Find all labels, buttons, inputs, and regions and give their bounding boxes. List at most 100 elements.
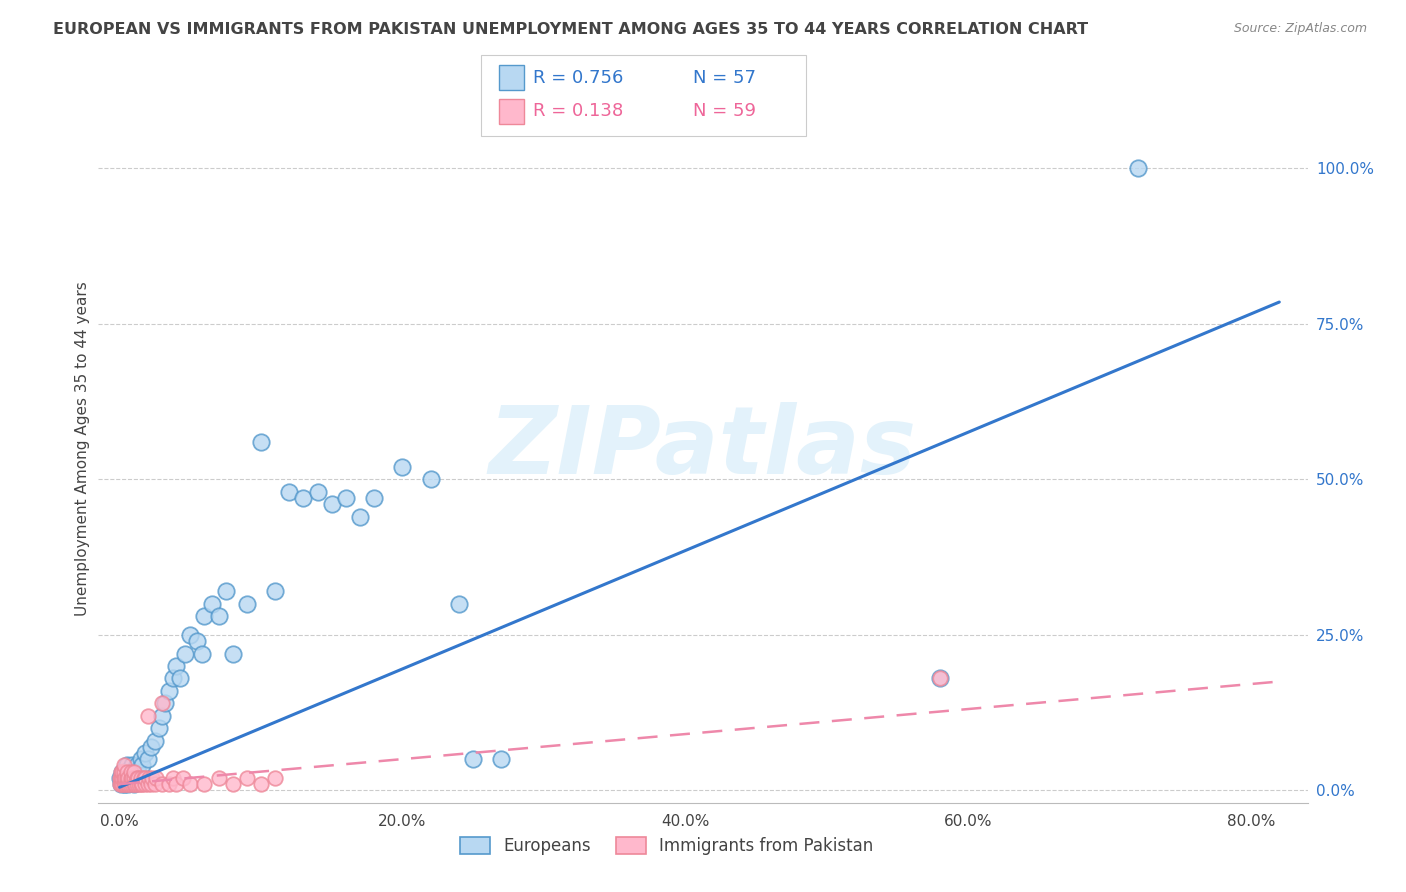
Point xyxy=(193,609,215,624)
Point xyxy=(115,771,138,785)
Point xyxy=(112,771,135,785)
Point xyxy=(115,771,138,785)
Point xyxy=(236,597,259,611)
Point xyxy=(419,472,441,486)
Point xyxy=(114,771,136,785)
Point xyxy=(136,777,159,791)
Point xyxy=(363,491,385,505)
Point xyxy=(150,777,173,791)
Point xyxy=(264,584,287,599)
Point xyxy=(145,771,167,785)
Text: ZIPatlas: ZIPatlas xyxy=(489,402,917,494)
Point xyxy=(491,752,513,766)
Point xyxy=(157,683,180,698)
Point xyxy=(118,764,141,779)
Point xyxy=(193,777,215,791)
Text: N = 57: N = 57 xyxy=(693,69,756,87)
Point xyxy=(112,777,135,791)
Point xyxy=(128,777,150,791)
Point xyxy=(150,708,173,723)
Point xyxy=(236,771,259,785)
Point xyxy=(122,764,145,779)
Point xyxy=(114,777,136,791)
Point xyxy=(169,672,191,686)
Point xyxy=(122,777,145,791)
Point xyxy=(120,771,142,785)
Point xyxy=(110,777,132,791)
Point xyxy=(250,777,273,791)
Point xyxy=(117,777,139,791)
Text: R = 0.138: R = 0.138 xyxy=(533,103,623,120)
Point xyxy=(117,777,139,791)
Text: R = 0.756: R = 0.756 xyxy=(533,69,623,87)
Point xyxy=(117,771,139,785)
Point xyxy=(111,777,134,791)
Point xyxy=(125,758,148,772)
Point xyxy=(127,771,149,785)
Point xyxy=(114,777,136,791)
Point xyxy=(190,647,212,661)
Point xyxy=(127,764,149,779)
Point xyxy=(125,771,148,785)
Point xyxy=(108,777,131,791)
Point xyxy=(162,672,184,686)
Point xyxy=(447,597,470,611)
Point xyxy=(136,752,159,766)
Point xyxy=(172,771,194,785)
Point xyxy=(112,777,135,791)
Point xyxy=(108,771,131,785)
Point xyxy=(200,597,222,611)
Point xyxy=(129,752,152,766)
Point xyxy=(131,758,153,772)
Point xyxy=(186,634,208,648)
Point xyxy=(121,758,143,772)
Point xyxy=(111,764,134,779)
Point xyxy=(165,777,187,791)
Point xyxy=(121,777,143,791)
Point xyxy=(112,764,135,779)
Text: N = 59: N = 59 xyxy=(693,103,756,120)
Point xyxy=(307,484,329,499)
Point xyxy=(129,777,152,791)
Point xyxy=(122,764,145,779)
Point xyxy=(134,771,156,785)
Point xyxy=(110,771,132,785)
Y-axis label: Unemployment Among Ages 35 to 44 years: Unemployment Among Ages 35 to 44 years xyxy=(75,281,90,615)
Point xyxy=(120,764,142,779)
Text: Source: ZipAtlas.com: Source: ZipAtlas.com xyxy=(1233,22,1367,36)
Point xyxy=(179,628,201,642)
Point xyxy=(141,771,163,785)
Point xyxy=(179,777,201,791)
Point xyxy=(111,771,134,785)
Point xyxy=(112,771,135,785)
Point xyxy=(292,491,315,505)
Point xyxy=(1126,161,1149,176)
Point xyxy=(222,647,245,661)
Text: EUROPEAN VS IMMIGRANTS FROM PAKISTAN UNEMPLOYMENT AMONG AGES 35 TO 44 YEARS CORR: EUROPEAN VS IMMIGRANTS FROM PAKISTAN UNE… xyxy=(53,22,1088,37)
Point xyxy=(129,771,152,785)
Point xyxy=(157,777,180,791)
Point xyxy=(143,777,166,791)
Point xyxy=(114,764,136,779)
Point xyxy=(148,721,170,735)
Point xyxy=(134,777,156,791)
Point xyxy=(125,777,148,791)
Point xyxy=(110,777,132,791)
Point xyxy=(134,746,156,760)
Point xyxy=(928,672,950,686)
Point xyxy=(112,758,135,772)
Point xyxy=(120,771,142,785)
Point xyxy=(138,771,160,785)
Point xyxy=(250,435,273,450)
Point xyxy=(111,764,134,779)
Point xyxy=(108,771,131,785)
Point xyxy=(124,771,146,785)
Point xyxy=(335,491,357,505)
Point xyxy=(124,777,146,791)
Point xyxy=(215,584,238,599)
Point xyxy=(110,764,132,779)
Point xyxy=(928,672,950,686)
Point xyxy=(321,497,343,511)
Point xyxy=(115,758,138,772)
Point xyxy=(162,771,184,785)
